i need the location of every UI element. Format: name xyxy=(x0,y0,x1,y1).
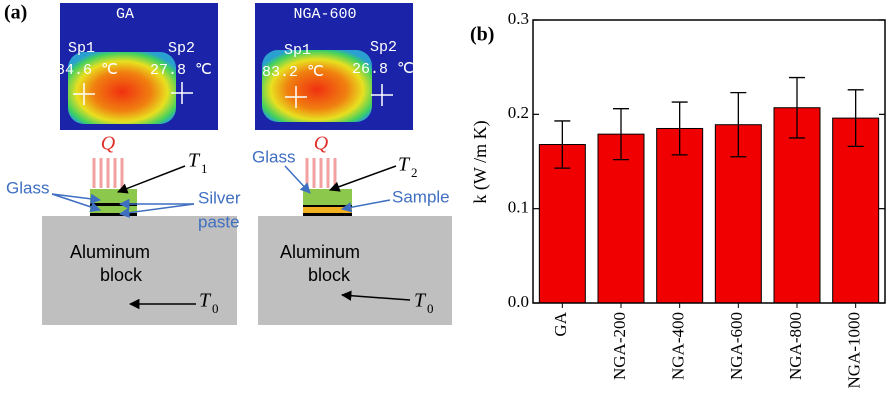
temperature-subscript: 0 xyxy=(427,301,434,316)
x-tick-label: NGA-1000 xyxy=(845,312,864,389)
spot-label: Sp2 xyxy=(168,40,195,57)
thermal-image: GA Sp1 84.6 ℃ Sp2 27.8 ℃ xyxy=(56,3,218,130)
temperature: 83.2 ℃ xyxy=(262,64,324,81)
temperature-symbol: T xyxy=(188,150,201,172)
spot-label: Sp1 xyxy=(68,40,95,57)
panel-label: (b) xyxy=(470,24,494,46)
block-label: block xyxy=(100,265,143,285)
temperature-symbol: T xyxy=(414,290,427,312)
temperature-subscript: 0 xyxy=(212,301,219,316)
y-axis-label: k (W /m K) xyxy=(470,120,491,203)
temperature-subscript: 2 xyxy=(411,165,418,180)
temperature: 26.8 ℃ xyxy=(352,61,414,78)
spot-label: Sp1 xyxy=(284,42,311,59)
x-tick-label: NGA-200 xyxy=(610,312,629,380)
spot-label: Sp2 xyxy=(370,39,397,56)
y-tick-label: 0.1 xyxy=(508,198,529,217)
temperature-subscript: 1 xyxy=(201,161,208,176)
heat-label: Q xyxy=(101,133,116,155)
temperature: 84.6 ℃ xyxy=(56,62,118,79)
thermal-image: NGA-600 Sp1 83.2 ℃ Sp2 26.8 ℃ xyxy=(255,3,414,130)
glass-label: Glass xyxy=(6,178,49,197)
y-tick-label: 0.2 xyxy=(508,103,529,122)
paste-label: paste xyxy=(198,212,240,231)
setup-left: Q T 1 Glass Silver paste Aluminum block … xyxy=(6,133,241,325)
panel-label: (a) xyxy=(4,2,27,24)
x-tick-label: NGA-600 xyxy=(727,312,746,380)
x-tick-label: GA xyxy=(551,311,570,336)
temperature-symbol: T xyxy=(398,154,411,176)
x-tick-label: NGA-400 xyxy=(669,312,688,380)
setup-right: Q T 2 Glass Sample Aluminum block T 0 xyxy=(252,133,452,325)
figure: (a) GA Sp1 84.6 ℃ Sp2 27.8 ℃ NGA-600 Sp1… xyxy=(0,0,889,406)
block-label: block xyxy=(308,265,351,285)
temperature-symbol: T xyxy=(199,290,212,312)
heat-label: Q xyxy=(314,133,329,155)
x-tick-label: NGA-800 xyxy=(786,312,805,380)
block-label: Aluminum xyxy=(70,242,150,262)
block-label: Aluminum xyxy=(280,242,360,262)
image-title: NGA-600 xyxy=(293,6,356,23)
image-title: GA xyxy=(116,6,134,23)
temperature: 27.8 ℃ xyxy=(150,62,212,79)
y-tick-label: 0.3 xyxy=(508,9,529,28)
sample-label: Sample xyxy=(392,187,450,206)
bar-chart: 0.0 0.1 0.2 0.3 GA NGA-200 NGA-400 NGA-600 NGA-8… xyxy=(508,9,885,389)
glass-label: Glass xyxy=(252,147,295,166)
y-tick-label: 0.0 xyxy=(508,292,529,311)
paste-label: Silver xyxy=(198,188,241,207)
